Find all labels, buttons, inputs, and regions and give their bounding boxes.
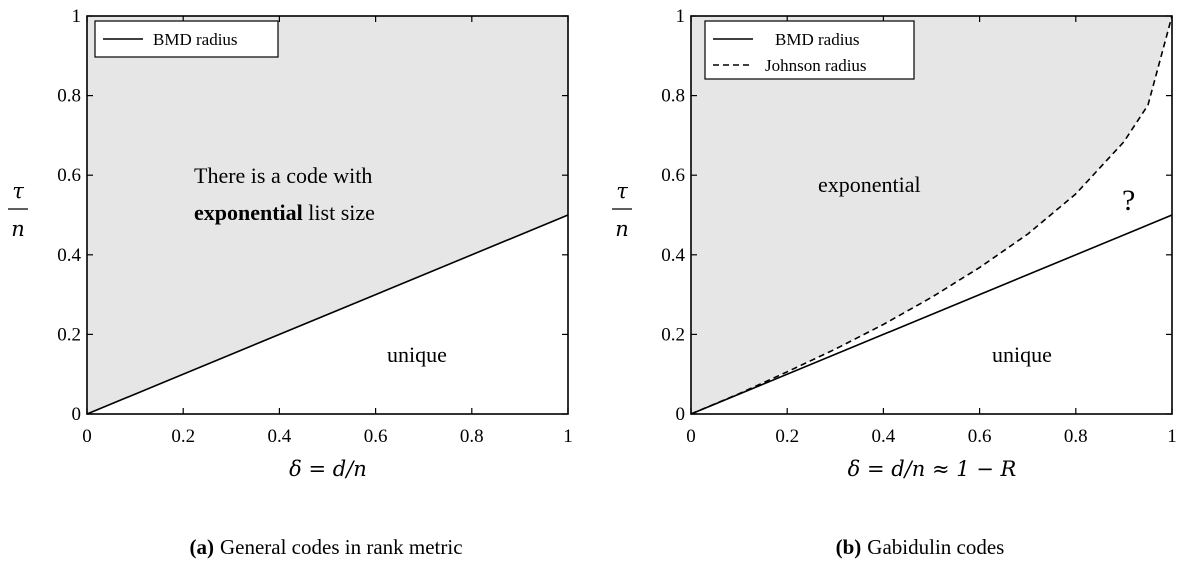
caption-label: (b) (836, 535, 862, 559)
legend-label-bmd: BMD radius (775, 30, 860, 49)
caption-text: Gabidulin codes (867, 535, 1004, 559)
annotation-bold-word: exponential (194, 200, 303, 225)
x-tick-label: 0 (686, 426, 696, 447)
y-axis-label-numerator: τ (616, 179, 628, 203)
legend-label-johnson: Johnson radius (765, 56, 867, 75)
y-tick-label: 0.2 (661, 324, 685, 345)
x-axis-label: δ = d/n (289, 457, 367, 481)
bmd-radius-line (690, 214, 1173, 415)
caption: (b) Gabidulin codes (836, 535, 1005, 559)
johnson-radius-curve (690, 15, 1173, 415)
plot-frame (690, 15, 1173, 415)
y-tick-label: 0.4 (57, 245, 81, 266)
y-tick-label: 0 (72, 404, 82, 425)
y-tick-label: 0.6 (57, 165, 81, 186)
y-tick-label: 0.6 (661, 165, 685, 186)
x-tick-label: 0 (82, 426, 92, 447)
plot-frame (86, 15, 569, 415)
x-tick-label: 1 (1167, 426, 1177, 447)
caption-label: (a) (189, 535, 214, 559)
legend: BMD radius (94, 20, 279, 58)
question-mark-label: ? (1122, 184, 1135, 217)
bmd-radius-line (86, 214, 569, 415)
x-tick-label: 0.6 (364, 426, 388, 447)
x-tick-label: 0.6 (968, 426, 992, 447)
unique-label: unique (387, 342, 447, 367)
y-axis-label-denominator: n (615, 217, 629, 241)
x-tick-label: 0.2 (171, 426, 195, 447)
y-tick-label: 0.4 (661, 245, 685, 266)
y-tick-label: 0.2 (57, 324, 81, 345)
exponential-label: exponential (818, 172, 921, 197)
panel-a-chart: 0 0.2 0.4 0.6 0.8 1 0 0.2 0.4 0.6 0.8 1 BMD radius… (8, 6, 573, 559)
y-axis-label-numerator: τ (12, 179, 24, 203)
x-tick-label: 0.8 (1064, 426, 1088, 447)
y-tick-label: 0 (676, 404, 686, 425)
y-tick-label: 0.8 (57, 86, 81, 107)
unique-label: unique (992, 342, 1052, 367)
legend-label: BMD radius (153, 30, 238, 49)
y-tick-label: 1 (676, 6, 686, 27)
x-tick-label: 0.4 (268, 426, 292, 447)
x-tick-label: 0.8 (460, 426, 484, 447)
y-axis-label-denominator: n (11, 217, 25, 241)
y-tick-label: 1 (72, 6, 82, 27)
annotation-line2: exponential list size (194, 200, 375, 225)
y-tick-label: 0.8 (661, 86, 685, 107)
caption: (a) General codes in rank metric (189, 535, 462, 559)
x-tick-label: 0.4 (872, 426, 896, 447)
annotation-rest: list size (303, 200, 375, 225)
exponential-region (87, 16, 568, 414)
x-tick-label: 1 (563, 426, 573, 447)
panel-b-chart: 0 0.2 0.4 0.6 0.8 1 0 0.2 0.4 0.6 0.8 1 BMD radius… (612, 6, 1177, 559)
exponential-region (691, 16, 1172, 414)
caption-text: General codes in rank metric (220, 535, 463, 559)
x-axis-label: δ = d/n ≈ 1 − R (848, 457, 1017, 481)
annotation-line1: There is a code with (194, 163, 372, 188)
legend: BMD radius Johnson radius (704, 20, 915, 80)
x-tick-label: 0.2 (775, 426, 799, 447)
